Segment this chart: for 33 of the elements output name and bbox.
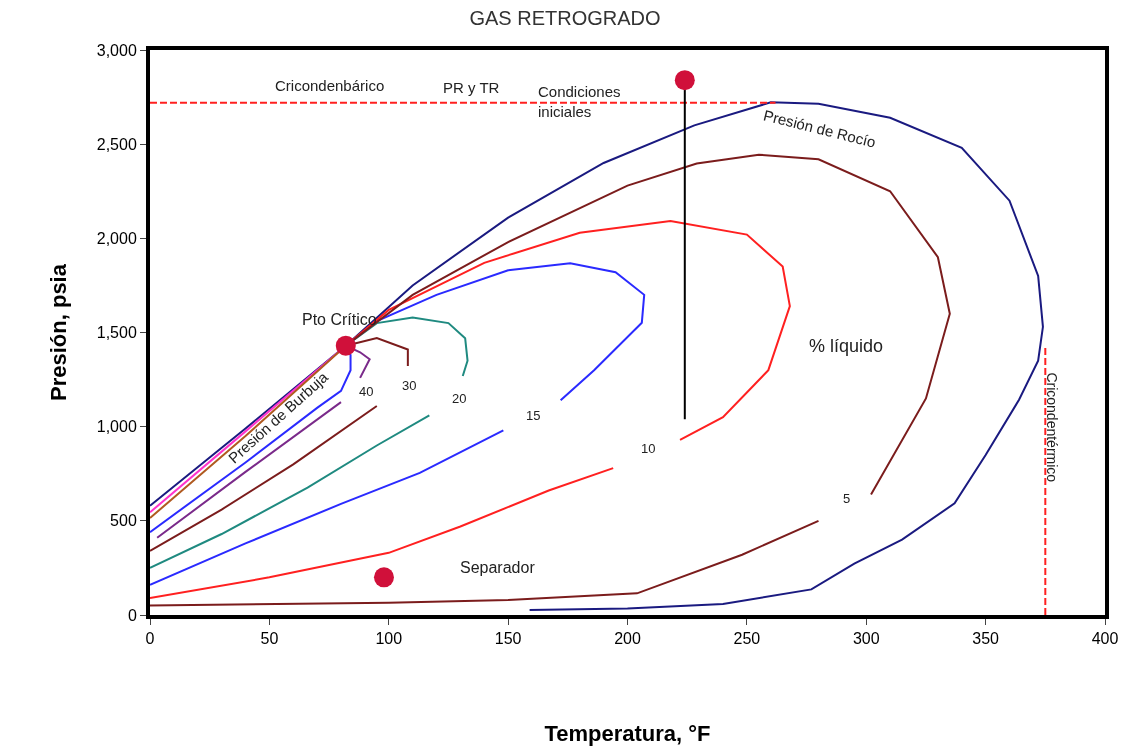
x-tick-label: 200 xyxy=(614,630,641,648)
annotation: Cricondentérmico xyxy=(1043,372,1060,483)
x-tick-label: 350 xyxy=(972,630,1000,648)
y-tick-label: 500 xyxy=(110,512,137,530)
annotation: Presión de Rocío xyxy=(761,106,878,151)
y-tick-label: 1,000 xyxy=(96,418,137,436)
annotation: % líquido xyxy=(809,336,884,356)
y-tick-label: 2,000 xyxy=(96,229,137,247)
annotation: 5 xyxy=(843,491,851,506)
annotation: 10 xyxy=(641,441,656,456)
annotation: 40 xyxy=(359,384,374,399)
x-tick-label: 400 xyxy=(1091,630,1119,648)
annotation: PR y TR xyxy=(443,79,500,96)
x-tick-label: 50 xyxy=(260,630,279,648)
annotation: 30 xyxy=(402,378,417,393)
x-tick-label: 150 xyxy=(494,630,522,648)
x-axis-title: Temperatura, °F xyxy=(544,720,711,746)
annotation: 20 xyxy=(452,391,467,406)
annotation: Cricondenbárico xyxy=(275,77,385,94)
annotation: 15 xyxy=(526,408,541,423)
annotation: Separador xyxy=(460,559,536,576)
chart-title: GAS RETROGRADO xyxy=(469,7,661,30)
annotation: Condiciones iniciales xyxy=(538,83,621,120)
annotation: Pto Crítico xyxy=(302,311,377,328)
y-tick-label: 0 xyxy=(127,606,137,624)
x-tick-label: 0 xyxy=(145,630,155,648)
x-tick-label: 300 xyxy=(852,630,880,648)
y-axis-title: Presión, psia xyxy=(46,263,72,401)
y-tick-label: 3,000 xyxy=(96,41,137,59)
x-tick-label: 100 xyxy=(375,630,403,648)
y-tick-label: 1,500 xyxy=(96,324,137,342)
x-tick-label: 250 xyxy=(733,630,761,648)
y-tick-label: 2,500 xyxy=(96,135,137,153)
